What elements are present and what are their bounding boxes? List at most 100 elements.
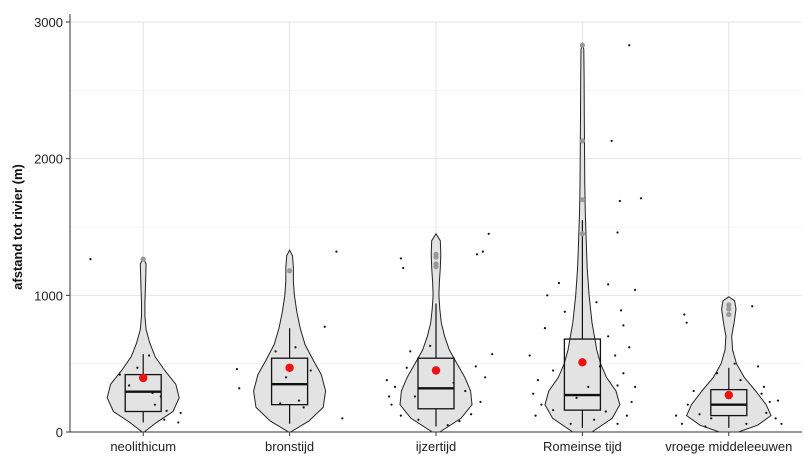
data-point	[715, 372, 719, 375]
boxplot-layer	[124, 220, 748, 428]
mean-neolithicum	[139, 373, 148, 383]
mean-romeinse-tijd	[578, 358, 587, 367]
data-point	[686, 403, 689, 406]
data-point	[481, 250, 484, 253]
data-point	[399, 414, 402, 417]
y-tick-label: 2000	[34, 152, 63, 167]
data-point	[704, 425, 707, 428]
data-point	[604, 410, 607, 413]
data-point	[618, 199, 621, 203]
data-point	[683, 313, 686, 316]
data-point	[552, 409, 555, 412]
data-point	[536, 378, 539, 382]
data-point	[616, 384, 619, 387]
x-tick-label: neolithicum	[110, 439, 176, 454]
box-bronstijd	[270, 357, 309, 406]
outlier-point	[433, 251, 439, 257]
data-point	[399, 257, 402, 260]
data-point	[413, 395, 417, 398]
data-point	[532, 392, 535, 395]
outlier-point	[433, 264, 439, 270]
mean-ijzertijd	[431, 366, 441, 375]
data-point	[546, 294, 549, 297]
data-point	[335, 250, 338, 253]
data-point	[487, 232, 490, 235]
outlier-point	[579, 138, 586, 144]
outlier-point	[726, 311, 732, 318]
data-point	[598, 365, 602, 368]
data-point	[616, 231, 619, 234]
data-point	[297, 399, 301, 402]
data-point	[388, 395, 391, 398]
data-point	[302, 406, 305, 409]
data-point	[491, 353, 494, 356]
data-point	[402, 266, 405, 270]
data-point	[429, 344, 432, 347]
data-point	[593, 418, 596, 421]
data-point	[614, 354, 617, 357]
data-point	[446, 424, 449, 427]
data-point	[569, 422, 572, 425]
data-point	[575, 396, 578, 399]
data-point	[151, 391, 154, 395]
data-point	[692, 389, 695, 393]
data-point	[610, 139, 613, 142]
data-point	[163, 418, 166, 421]
data-point	[235, 368, 238, 371]
x-tick-label: bronstijd	[265, 439, 314, 454]
outlier-point	[579, 231, 586, 237]
violin-vroege-middeleeuwen	[685, 296, 772, 433]
data-point	[385, 378, 388, 382]
data-point	[751, 305, 754, 308]
data-point	[563, 310, 566, 313]
data-point	[739, 378, 742, 382]
x-tick-label: Romeinse tijd	[543, 439, 622, 454]
data-point	[607, 283, 610, 286]
y-axis-title: afstand tot rivier (m)	[10, 164, 25, 290]
box-romeinse-tijd	[563, 338, 602, 411]
box-vroege-middeleeuwen	[710, 388, 748, 417]
data-point	[294, 346, 297, 349]
data-point	[543, 327, 547, 330]
data-point	[159, 395, 162, 398]
outlier-point	[579, 42, 586, 48]
data-point	[756, 365, 760, 368]
data-point	[284, 376, 288, 379]
data-point	[274, 350, 277, 353]
data-point	[622, 324, 625, 327]
data-point	[393, 385, 397, 388]
mean-layer	[139, 358, 733, 400]
data-point	[760, 392, 763, 395]
data-point	[136, 366, 139, 369]
data-point	[179, 411, 182, 414]
data-point	[452, 381, 455, 384]
data-point	[674, 414, 678, 417]
data-point	[177, 421, 180, 424]
data-point	[534, 414, 537, 417]
outlier-point	[726, 306, 732, 312]
data-point	[587, 385, 590, 388]
y-tick-label: 3000	[34, 15, 63, 30]
data-point	[634, 385, 637, 388]
data-point	[634, 288, 637, 291]
x-tick-label: ijzertijd	[416, 439, 456, 454]
data-point	[685, 321, 688, 324]
data-point	[409, 350, 412, 353]
data-point	[464, 389, 467, 393]
data-point	[639, 197, 643, 200]
data-point	[147, 354, 151, 357]
data-point	[165, 409, 168, 412]
data-point	[625, 414, 629, 417]
data-point	[680, 422, 684, 425]
data-point	[776, 399, 780, 402]
data-point	[616, 422, 619, 425]
data-point	[540, 403, 543, 406]
data-point	[733, 362, 736, 365]
data-point	[774, 417, 777, 420]
outlier-point	[579, 197, 586, 203]
data-point	[238, 387, 241, 390]
data-point	[309, 369, 312, 372]
outlier-point	[287, 268, 293, 274]
data-point	[630, 400, 633, 404]
data-point	[710, 417, 713, 420]
